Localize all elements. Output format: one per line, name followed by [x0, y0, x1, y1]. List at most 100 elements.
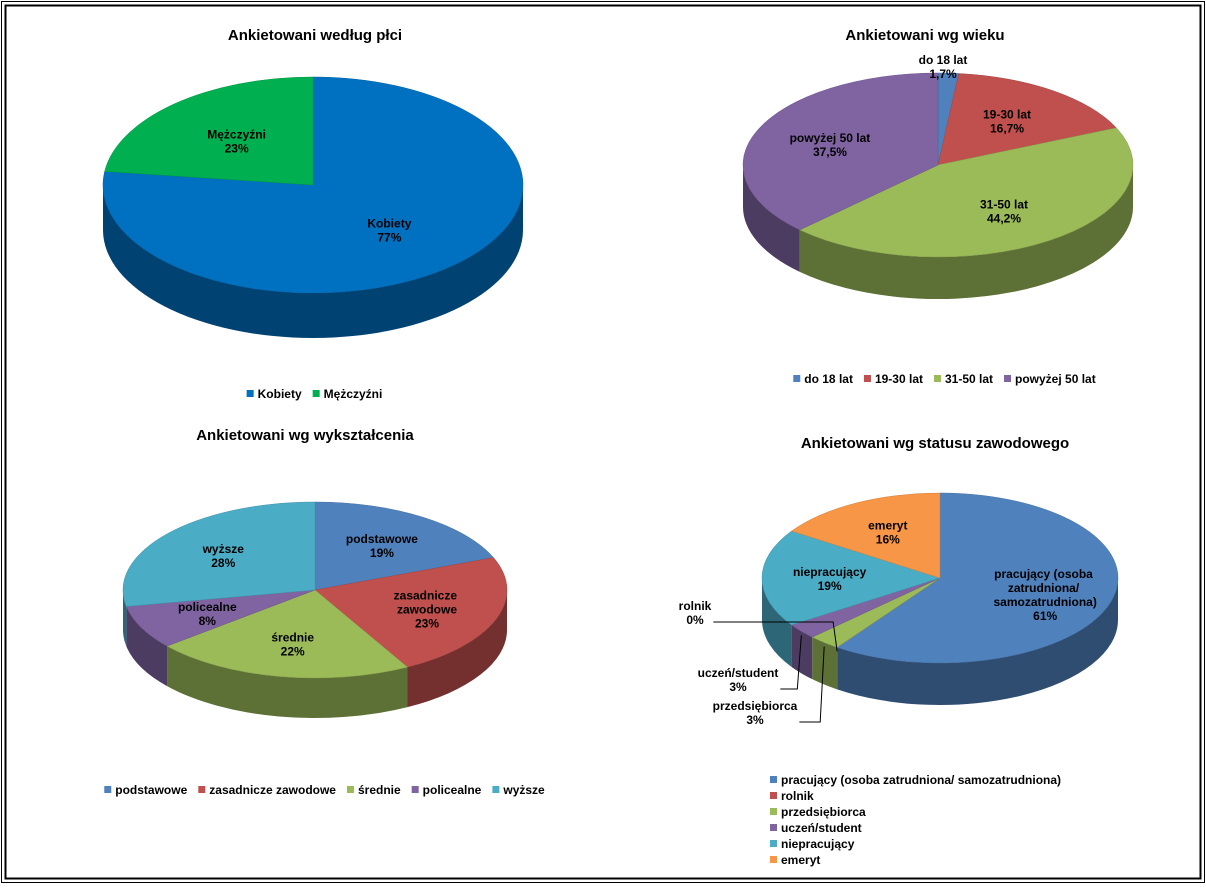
legend-label: powyżej 50 lat: [1015, 372, 1096, 386]
legend-item: do 18 lat: [793, 372, 853, 386]
legend-label: do 18 lat: [804, 372, 853, 386]
slice-side: [837, 578, 1118, 706]
slice-side: [743, 165, 800, 272]
slice: [314, 501, 494, 591]
chart-title: Ankietowani wg wieku: [845, 27, 1004, 44]
pie-tops: [742, 72, 1134, 258]
slice-side: [799, 165, 1133, 300]
legend-swatch: [198, 786, 206, 793]
slice-value-label: 22%: [281, 645, 305, 659]
legend-swatch: [246, 390, 254, 397]
legend-item: 31-50 lat: [933, 372, 993, 386]
slice-value-label: 3%: [746, 713, 764, 727]
pie-sides: [123, 590, 507, 718]
slice-value-label: 61%: [1033, 609, 1057, 623]
legend-label: wyższe: [502, 783, 545, 797]
legend-swatch: [933, 375, 941, 382]
legend-item: zasadnicze zawodowe: [198, 783, 336, 797]
legend-item: powyżej 50 lat: [1004, 372, 1096, 386]
legend-swatch: [411, 786, 419, 793]
legend-swatch: [770, 792, 777, 799]
legend-label: policealne: [423, 783, 482, 797]
legend-swatch: [770, 856, 777, 863]
legend-item: podstawowe: [104, 783, 188, 797]
legend-label: 31-50 lat: [945, 372, 993, 386]
legend-swatch: [492, 786, 500, 793]
legend-label: uczeń/student: [781, 821, 862, 835]
legend-item: Kobiety: [246, 387, 302, 401]
slice-label: wyższe: [202, 542, 245, 556]
legend-swatch: [770, 808, 777, 815]
legend-label: przedsiębiorca: [781, 805, 866, 819]
leader-line: [780, 635, 802, 690]
slice: [836, 492, 1119, 664]
legend-item: niepracujący: [770, 837, 855, 851]
legend-item: rolnik: [770, 789, 814, 803]
legend-label: Mężczyźni: [324, 387, 383, 401]
legend-item: policealne: [411, 783, 482, 797]
slice-value-label: 23%: [225, 141, 249, 155]
chart-title: Ankietowani według płci: [228, 27, 402, 44]
legend-swatch: [770, 776, 777, 783]
slice-side: [126, 606, 168, 687]
slice-value-label: 3%: [729, 680, 747, 694]
inner-border: [4, 4, 1202, 880]
slice-value-label: 44,2%: [987, 212, 1021, 226]
slice-value-label: 1,7%: [929, 67, 957, 81]
legend-label: emeryt: [781, 853, 820, 867]
slice-side: [167, 646, 408, 718]
legend-swatch: [104, 786, 112, 793]
pie-tops: [102, 76, 524, 294]
slice-value-label: 28%: [211, 556, 235, 570]
slice-value-label: 19%: [818, 579, 842, 593]
slice-side: [407, 590, 507, 708]
slice-side: [791, 624, 813, 680]
chart-title: Ankietowani wg wykształcenia: [196, 427, 414, 444]
legend-label: średnie: [358, 783, 401, 797]
slice-label: powyżej 50 lat: [790, 131, 871, 145]
slice-side: [103, 185, 523, 338]
legend-swatch: [1004, 375, 1012, 382]
pie-tops: [122, 501, 508, 679]
slice-label: 31-50 lat: [980, 198, 1028, 212]
legend-item: uczeń/student: [770, 821, 862, 835]
slice-label: średnie: [271, 631, 314, 645]
slice-label: niepracujący: [793, 565, 867, 579]
slice: [166, 589, 409, 679]
legend-swatch: [793, 375, 801, 382]
slice-label: pracujący (osoba zatrudniona/ samozatrud…: [993, 567, 1096, 609]
slice-label: Mężczyźni: [207, 127, 266, 141]
slice-value-label: 0%: [686, 613, 704, 627]
leader-line: [713, 621, 838, 652]
chart-title: Ankietowani wg statusu zawodowego: [801, 435, 1069, 452]
legend-label: Kobiety: [258, 387, 302, 401]
slice: [102, 76, 524, 294]
legend-label: niepracujący: [781, 837, 855, 851]
leader-line: [799, 646, 825, 723]
legend-item: emeryt: [770, 853, 820, 867]
slice: [122, 501, 316, 607]
slice-value-label: 16%: [876, 533, 900, 547]
slice-label: policealne: [178, 600, 237, 614]
slice-value-label: 77%: [377, 231, 401, 245]
slice-value-label: 16,7%: [990, 121, 1024, 135]
slice: [104, 76, 314, 186]
slice: [761, 530, 941, 626]
legend-label: rolnik: [781, 789, 814, 803]
slice-value-label: 8%: [199, 614, 217, 628]
slice: [126, 589, 316, 647]
slice-side: [123, 590, 127, 647]
slice-label: 19-30 lat: [983, 107, 1031, 121]
slice-label: emeryt: [868, 519, 907, 533]
legend-item: Mężczyźni: [312, 387, 383, 401]
slice-label: przedsiębiorca: [713, 699, 798, 713]
legend-swatch: [863, 375, 871, 382]
slice: [799, 127, 1134, 258]
slice-label: zasadnicze zawodowe: [394, 588, 461, 616]
legend-label: podstawowe: [115, 783, 187, 797]
